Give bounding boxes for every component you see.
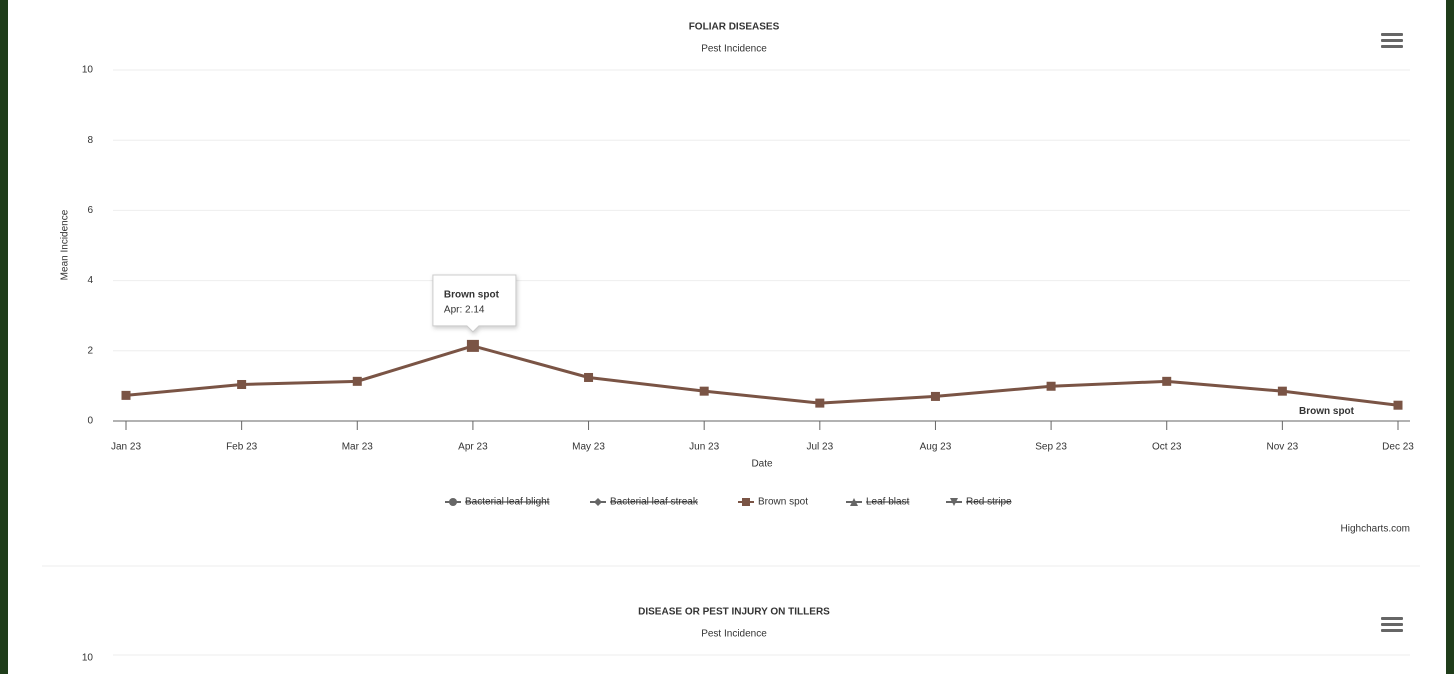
y-tick-label: 0	[87, 416, 93, 427]
x-tick-label: Apr 23	[458, 442, 488, 453]
y-tick-label: 10	[82, 653, 94, 664]
x-axis-label: Date	[751, 459, 773, 470]
y-tick-label: 4	[87, 275, 93, 286]
legend-item[interactable]: Bacterial leaf blight	[445, 497, 550, 508]
series-line	[125, 344, 1399, 407]
legend-item[interactable]: Bacterial leaf streak	[590, 497, 699, 508]
data-point	[815, 398, 825, 408]
tooltip-title: Brown spot	[444, 290, 500, 301]
legend-marker	[850, 498, 858, 506]
data-point	[237, 379, 247, 389]
data-point	[930, 391, 940, 401]
chart-subtitle: Pest Incidence	[701, 44, 767, 55]
data-point	[466, 339, 479, 352]
legend-label: Bacterial leaf streak	[610, 497, 699, 508]
credits: Highcharts.com	[1341, 524, 1410, 535]
x-tick-label: Dec 23	[1382, 442, 1414, 453]
x-tick-label: Oct 23	[1152, 442, 1182, 453]
menu-button[interactable]	[1381, 617, 1403, 632]
x-tick-label: Nov 23	[1267, 442, 1299, 453]
menu-button[interactable]	[1381, 33, 1403, 48]
x-tick-label: Jun 23	[689, 442, 719, 453]
legend-item[interactable]: Red stripe	[946, 497, 1012, 508]
legend-marker	[449, 498, 457, 506]
y-tick-label: 10	[82, 65, 94, 76]
legend-label: Bacterial leaf blight	[465, 497, 550, 508]
legend-label: Brown spot	[758, 497, 808, 508]
chart-title: FOLIAR DISEASES	[689, 22, 780, 33]
legend-label: Leaf blast	[866, 497, 910, 508]
x-tick-label: May 23	[572, 442, 605, 453]
chart-title: DISEASE OR PEST INJURY ON TILLERS	[638, 607, 830, 618]
data-point	[1277, 386, 1287, 396]
x-tick-label: Aug 23	[920, 442, 952, 453]
data-point	[1046, 381, 1056, 391]
y-tick-label: 8	[87, 135, 93, 146]
y-tick-label: 2	[87, 345, 93, 356]
x-tick-label: Feb 23	[226, 442, 258, 453]
x-tick-label: Sep 23	[1035, 442, 1067, 453]
data-point	[352, 376, 362, 386]
y-axis-label: Mean Incidence	[60, 209, 71, 280]
series-end-label: Brown spot	[1299, 406, 1355, 417]
tooltip-box	[432, 274, 517, 333]
x-tick-label: Jul 23	[806, 442, 833, 453]
data-point	[1393, 400, 1403, 410]
legend-label: Red stripe	[966, 497, 1012, 508]
panel	[8, 0, 1446, 674]
data-point	[699, 386, 709, 396]
tooltip-text: Apr: 2.14	[444, 305, 485, 316]
legend-marker	[594, 498, 602, 506]
data-point	[1162, 376, 1172, 386]
data-point	[121, 390, 131, 400]
x-tick-label: Mar 23	[342, 442, 374, 453]
y-tick-label: 6	[87, 205, 93, 216]
x-tick-label: Jan 23	[111, 442, 141, 453]
legend-marker	[950, 498, 958, 506]
chart-subtitle: Pest Incidence	[701, 629, 767, 640]
legend-item[interactable]: Brown spot	[738, 497, 808, 508]
legend-item[interactable]: Leaf blast	[846, 497, 910, 508]
legend-marker	[742, 498, 750, 506]
data-point	[584, 372, 594, 382]
